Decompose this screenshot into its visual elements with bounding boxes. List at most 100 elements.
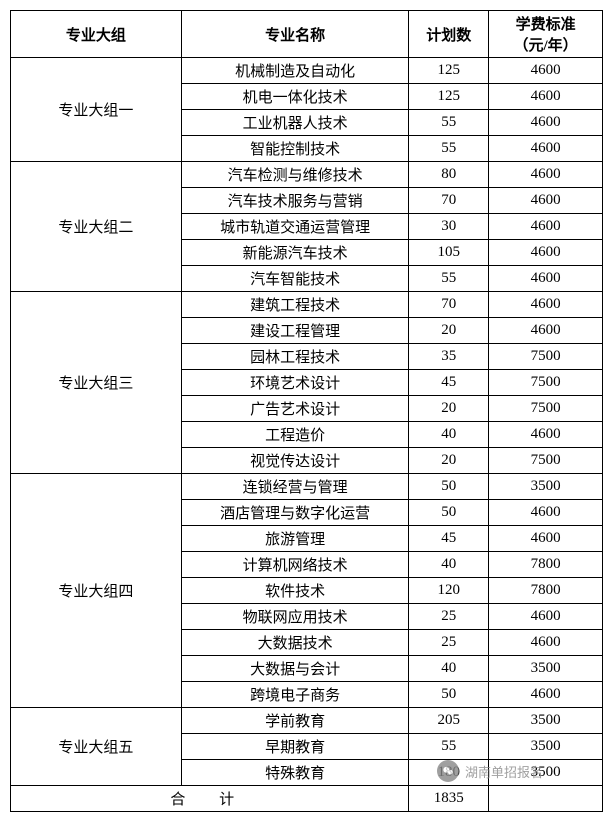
count-cell: 35 [409, 344, 489, 370]
major-cell: 旅游管理 [181, 526, 409, 552]
fee-cell: 3500 [489, 474, 603, 500]
major-cell: 环境艺术设计 [181, 370, 409, 396]
fee-cell: 4600 [489, 58, 603, 84]
fee-cell: 7800 [489, 552, 603, 578]
count-cell: 180 [409, 760, 489, 786]
fee-cell: 4600 [489, 84, 603, 110]
major-cell: 工程造价 [181, 422, 409, 448]
fee-cell: 4600 [489, 266, 603, 292]
major-cell: 建筑工程技术 [181, 292, 409, 318]
total-fee-cell [489, 786, 603, 812]
major-cell: 学前教育 [181, 708, 409, 734]
major-cell: 城市轨道交通运营管理 [181, 214, 409, 240]
group-cell: 专业大组四 [11, 474, 182, 708]
total-label-cell: 合 计 [11, 786, 409, 812]
count-cell: 50 [409, 500, 489, 526]
fee-cell: 4600 [489, 526, 603, 552]
count-cell: 125 [409, 58, 489, 84]
major-cell: 汽车技术服务与营销 [181, 188, 409, 214]
fee-cell: 4600 [489, 318, 603, 344]
major-cell: 机械制造及自动化 [181, 58, 409, 84]
total-count-cell: 1835 [409, 786, 489, 812]
fee-cell: 7500 [489, 344, 603, 370]
major-cell: 汽车检测与维修技术 [181, 162, 409, 188]
major-cell: 大数据技术 [181, 630, 409, 656]
major-cell: 计算机网络技术 [181, 552, 409, 578]
major-cell: 早期教育 [181, 734, 409, 760]
major-cell: 连锁经营与管理 [181, 474, 409, 500]
count-cell: 25 [409, 604, 489, 630]
table-row: 专业大组三建筑工程技术704600 [11, 292, 603, 318]
group-cell: 专业大组五 [11, 708, 182, 786]
count-cell: 25 [409, 630, 489, 656]
enrollment-table: 专业大组 专业名称 计划数 学费标准 （元/年） 专业大组一机械制造及自动化12… [10, 10, 603, 812]
fee-cell: 4600 [489, 604, 603, 630]
count-cell: 55 [409, 266, 489, 292]
major-cell: 建设工程管理 [181, 318, 409, 344]
fee-cell: 4600 [489, 214, 603, 240]
count-cell: 205 [409, 708, 489, 734]
major-cell: 园林工程技术 [181, 344, 409, 370]
count-cell: 45 [409, 370, 489, 396]
fee-cell: 7800 [489, 578, 603, 604]
count-cell: 70 [409, 188, 489, 214]
major-cell: 工业机器人技术 [181, 110, 409, 136]
group-cell: 专业大组三 [11, 292, 182, 474]
count-cell: 45 [409, 526, 489, 552]
fee-cell: 4600 [489, 682, 603, 708]
header-major: 专业名称 [181, 11, 409, 58]
fee-cell: 3500 [489, 734, 603, 760]
count-cell: 20 [409, 396, 489, 422]
header-fee-line1: 学费标准 [516, 17, 576, 33]
count-cell: 55 [409, 110, 489, 136]
major-cell: 跨境电子商务 [181, 682, 409, 708]
major-cell: 酒店管理与数字化运营 [181, 500, 409, 526]
major-cell: 汽车智能技术 [181, 266, 409, 292]
major-cell: 机电一体化技术 [181, 84, 409, 110]
count-cell: 80 [409, 162, 489, 188]
count-cell: 40 [409, 656, 489, 682]
major-cell: 广告艺术设计 [181, 396, 409, 422]
header-count: 计划数 [409, 11, 489, 58]
count-cell: 50 [409, 474, 489, 500]
table-row: 专业大组四连锁经营与管理503500 [11, 474, 603, 500]
fee-cell: 7500 [489, 396, 603, 422]
count-cell: 125 [409, 84, 489, 110]
major-cell: 智能控制技术 [181, 136, 409, 162]
header-fee: 学费标准 （元/年） [489, 11, 603, 58]
count-cell: 55 [409, 734, 489, 760]
group-cell: 专业大组二 [11, 162, 182, 292]
table-row: 专业大组二汽车检测与维修技术804600 [11, 162, 603, 188]
total-row: 合 计1835 [11, 786, 603, 812]
major-cell: 视觉传达设计 [181, 448, 409, 474]
count-cell: 20 [409, 448, 489, 474]
major-cell: 大数据与会计 [181, 656, 409, 682]
count-cell: 50 [409, 682, 489, 708]
fee-cell: 4600 [489, 110, 603, 136]
header-group: 专业大组 [11, 11, 182, 58]
count-cell: 40 [409, 422, 489, 448]
fee-cell: 4600 [489, 188, 603, 214]
major-cell: 特殊教育 [181, 760, 409, 786]
fee-cell: 3500 [489, 656, 603, 682]
fee-cell: 4600 [489, 500, 603, 526]
table-row: 专业大组五学前教育2053500 [11, 708, 603, 734]
major-cell: 新能源汽车技术 [181, 240, 409, 266]
header-row: 专业大组 专业名称 计划数 学费标准 （元/年） [11, 11, 603, 58]
fee-cell: 4600 [489, 630, 603, 656]
major-cell: 物联网应用技术 [181, 604, 409, 630]
count-cell: 40 [409, 552, 489, 578]
table-row: 专业大组一机械制造及自动化1254600 [11, 58, 603, 84]
header-fee-line2: （元/年） [513, 38, 577, 54]
major-cell: 软件技术 [181, 578, 409, 604]
count-cell: 55 [409, 136, 489, 162]
fee-cell: 3500 [489, 708, 603, 734]
count-cell: 20 [409, 318, 489, 344]
count-cell: 120 [409, 578, 489, 604]
fee-cell: 4600 [489, 240, 603, 266]
fee-cell: 4600 [489, 162, 603, 188]
fee-cell: 4600 [489, 136, 603, 162]
group-cell: 专业大组一 [11, 58, 182, 162]
count-cell: 105 [409, 240, 489, 266]
fee-cell: 4600 [489, 422, 603, 448]
